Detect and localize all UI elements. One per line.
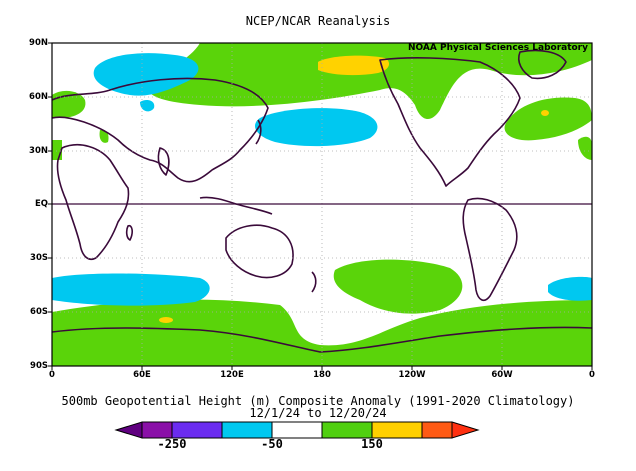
negative-anomaly-south-indian bbox=[52, 273, 210, 306]
negative-anomaly-siberia bbox=[93, 53, 199, 96]
strong-positive-anomaly-atlantic bbox=[541, 110, 549, 116]
madagascar-coastline bbox=[125, 224, 133, 241]
colorbar-segment-2 bbox=[171, 421, 223, 439]
australia-coastline bbox=[225, 224, 294, 279]
positive-anomaly-north-atlantic bbox=[504, 97, 592, 141]
axis-ticks bbox=[48, 42, 593, 370]
colorbar-segment-6 bbox=[371, 421, 423, 439]
positive-anomaly-southern bbox=[52, 299, 592, 366]
north-america-coastline bbox=[379, 57, 521, 187]
colorbar bbox=[114, 421, 480, 439]
coastlines bbox=[51, 49, 593, 353]
colorbar-label-150: 150 bbox=[361, 437, 383, 451]
colorbar-segment-3 bbox=[221, 421, 273, 439]
lon-label-120e: 120E bbox=[220, 370, 244, 380]
lon-label-120w: 120W bbox=[398, 370, 426, 380]
lon-label-60e: 60E bbox=[133, 370, 151, 380]
lon-label-60w: 60W bbox=[491, 370, 513, 380]
lat-label-60s: 60S bbox=[30, 307, 48, 317]
africa-coastline bbox=[56, 144, 130, 260]
negative-anomaly-south-atlantic bbox=[548, 276, 592, 301]
lat-label-30s: 30S bbox=[30, 253, 48, 263]
lat-label-eq: EQ bbox=[34, 199, 48, 209]
lon-label-180: 180 bbox=[313, 370, 331, 380]
greenland-coastline bbox=[517, 49, 567, 80]
eurasia-coastline bbox=[51, 77, 269, 183]
strong-positive-anomaly-antarctic bbox=[159, 317, 173, 323]
india-coastline bbox=[157, 147, 170, 176]
lat-label-60n: 60N bbox=[29, 92, 48, 102]
colorbar-left-arrow bbox=[114, 421, 143, 439]
lat-label-90s: 90S bbox=[30, 361, 48, 371]
positive-anomaly-arabia bbox=[99, 129, 109, 143]
lon-label-0-right: 0 bbox=[589, 370, 595, 380]
strong-positive-anomaly-arctic bbox=[318, 55, 390, 76]
antarctica-coastline bbox=[51, 326, 593, 353]
south-america-coastline bbox=[462, 197, 518, 302]
positive-anomaly-south-pacific bbox=[333, 259, 463, 314]
japan-coastline bbox=[255, 119, 262, 145]
colorbar-segment-5 bbox=[321, 421, 373, 439]
new-zealand-coastline bbox=[311, 271, 317, 293]
lat-label-90n: 90N bbox=[29, 38, 48, 48]
colorbar-segment-7 bbox=[421, 421, 453, 439]
colorbar-segment-1 bbox=[141, 421, 173, 439]
colorbar-segment-4 bbox=[271, 421, 323, 439]
colorbar-label-neg50: -50 bbox=[261, 437, 283, 451]
positive-anomaly-east-atlantic bbox=[578, 136, 592, 160]
lon-label-0-left: 0 bbox=[49, 370, 55, 380]
colorbar-label-neg250: -250 bbox=[157, 437, 187, 451]
colorbar-right-arrow bbox=[451, 421, 480, 439]
map-caption: 500mb Geopotential Height (m) Composite … bbox=[61, 394, 575, 408]
page-title: NCEP/NCAR Reanalysis bbox=[245, 14, 391, 28]
date-range: 12/1/24 to 12/20/24 bbox=[249, 406, 387, 420]
lat-label-30n: 30N bbox=[29, 146, 48, 156]
negative-anomaly-north-pacific bbox=[255, 108, 378, 147]
credit-label: NOAA Physical Sciences Laboratory bbox=[407, 43, 588, 53]
negative-anomaly-small-asia bbox=[140, 100, 155, 112]
